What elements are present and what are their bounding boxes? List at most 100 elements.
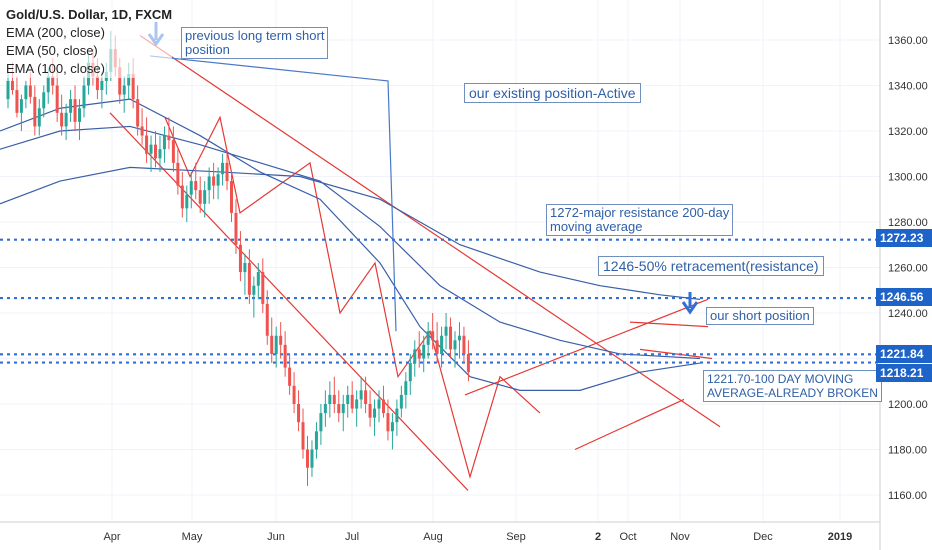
legend-ema-200: EMA (200, close) [6, 24, 173, 42]
y-tick-label: 1180.00 [888, 445, 927, 457]
x-tick-label: Nov [670, 531, 690, 543]
legend: Gold/U.S. Dollar, 1D, FXCM EMA (200, clo… [6, 6, 173, 78]
candle-body [149, 144, 153, 154]
y-tick-label: 1300.00 [888, 172, 928, 184]
legend-symbol: Gold/U.S. Dollar, 1D, FXCM [6, 6, 173, 24]
candle-body [350, 394, 354, 409]
candle-body [457, 335, 461, 341]
legend-ema-50: EMA (50, close) [6, 42, 173, 60]
candle-body [176, 162, 180, 186]
candle-body [265, 303, 269, 336]
x-tick-label: 2 [595, 531, 601, 543]
x-tick-label: 2019 [828, 531, 852, 543]
candle-body [51, 76, 55, 86]
candle-body [69, 99, 73, 113]
candle-body [283, 344, 287, 368]
ema-50-line [0, 98, 701, 391]
candle-body [221, 162, 225, 175]
price-tag-1218: 1218.21 [876, 364, 932, 382]
candle-body [198, 190, 202, 204]
x-tick-label: Aug [423, 531, 443, 543]
candle-body [37, 108, 41, 127]
candle-body [10, 80, 14, 91]
candle-body [462, 335, 466, 354]
candle-body [212, 176, 216, 186]
candle-body [426, 331, 430, 345]
candle-body [180, 185, 184, 209]
candle-body [364, 390, 368, 404]
candle-body [395, 408, 399, 423]
candle-body [431, 331, 435, 341]
candle-body [288, 367, 292, 386]
candle-body [203, 190, 207, 204]
price-tag-1272: 1272.23 [876, 229, 932, 247]
x-tick-label: Jun [267, 531, 285, 543]
y-tick-label: 1240.00 [888, 308, 928, 320]
price-tag-1246: 1246.56 [876, 288, 932, 306]
x-tick-label: Oct [619, 531, 636, 543]
candle-body [19, 99, 23, 113]
candle-body [136, 99, 140, 127]
rising-channel-lower [574, 398, 685, 451]
candle-body [337, 404, 341, 414]
candle-body [435, 340, 439, 354]
candle-body [440, 335, 444, 354]
candle-body [341, 404, 345, 414]
candle-body [189, 181, 193, 195]
candle-body [449, 326, 453, 350]
price-tag-1221: 1221.84 [876, 345, 932, 363]
candle-body [404, 381, 408, 395]
candle-body [64, 112, 68, 127]
candle-body [95, 76, 99, 91]
candle-body [230, 181, 233, 213]
candle-body [301, 422, 305, 450]
candle-body [73, 99, 77, 122]
candle-body [42, 92, 46, 109]
legend-ema-100: EMA (100, close) [6, 60, 173, 78]
x-tick-label: Apr [103, 531, 120, 543]
candle-body [46, 76, 50, 93]
annotation-major-resistance: 1272-major resistance 200-day moving ave… [546, 204, 734, 236]
candle-body [444, 326, 448, 336]
y-tick-label: 1360.00 [888, 35, 928, 47]
candle-body [386, 413, 390, 432]
candle-body [6, 80, 10, 100]
candle-body [145, 135, 149, 154]
candle-body [162, 135, 166, 150]
candle-body [261, 272, 265, 304]
candle-body [28, 85, 32, 97]
candle-body [82, 85, 86, 109]
candle-body [24, 85, 28, 100]
candle-body [453, 340, 457, 350]
x-tick-label: Sep [506, 531, 526, 543]
candle-body [194, 181, 198, 191]
candle-body [319, 413, 323, 432]
candle-body [122, 85, 126, 95]
candle-body [216, 174, 220, 186]
candle-body [274, 335, 278, 354]
candle-body [390, 422, 394, 432]
candle-body [332, 394, 336, 404]
candle-body [377, 399, 381, 409]
candle-body [225, 162, 229, 182]
arrow-down-icon [681, 292, 699, 315]
candle-body [127, 74, 131, 86]
candle-body [238, 244, 242, 273]
candle-body [466, 353, 470, 373]
candle-body [359, 390, 363, 400]
candle-body [346, 394, 350, 404]
candle-body [381, 399, 385, 414]
candle-body [328, 394, 332, 404]
candle-body [355, 399, 359, 409]
candle-body [207, 176, 211, 191]
candle-body [15, 90, 19, 113]
candle-body [234, 212, 238, 245]
y-tick-label: 1280.00 [888, 217, 928, 229]
annotation-100-day-ma: 1221.70-100 DAY MOVING AVERAGE-ALREADY B… [703, 370, 882, 402]
channel-lower-line [109, 112, 469, 491]
candle-body [185, 194, 189, 209]
candle-body [305, 449, 309, 468]
candle-body [60, 112, 64, 127]
candle-body [373, 408, 377, 418]
